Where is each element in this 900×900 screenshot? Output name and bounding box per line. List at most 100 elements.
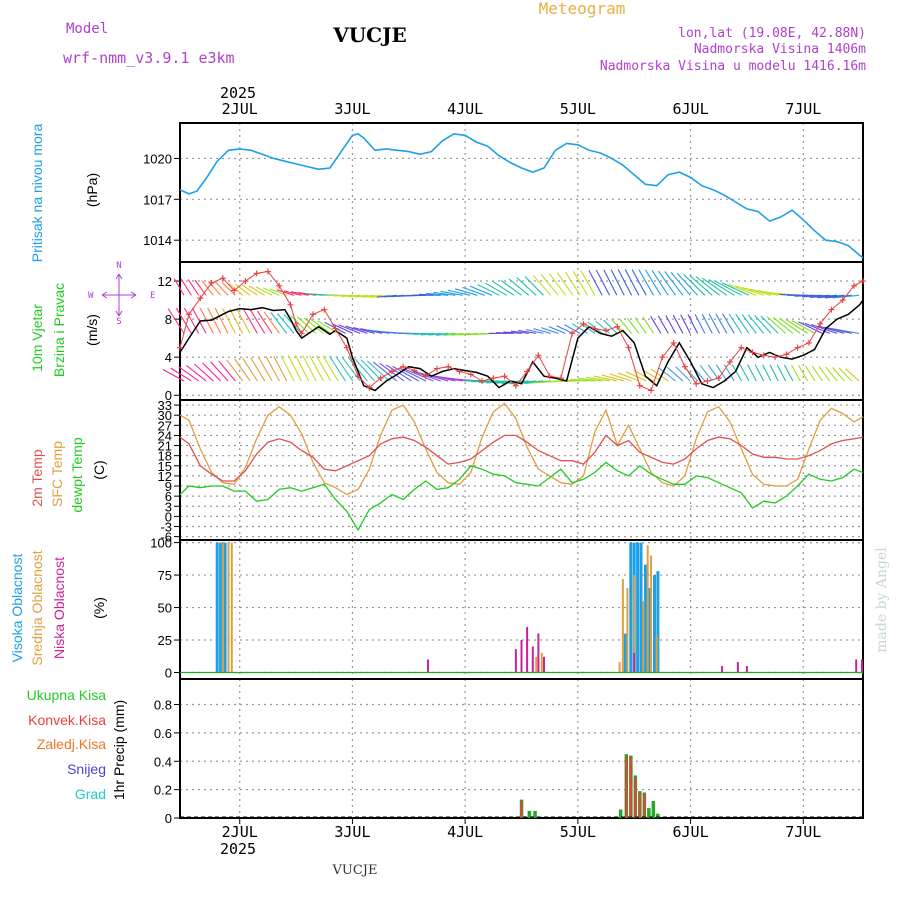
gust-marker (693, 380, 700, 387)
y-tick-label: 30 (158, 408, 172, 423)
wind-barb (845, 368, 860, 382)
wind-sublabel: Brzina i Pravac (51, 283, 67, 377)
wind-barb (624, 269, 640, 296)
mid-cloud-bar (535, 656, 538, 673)
gust-marker (231, 287, 238, 294)
wind-barb (290, 291, 309, 296)
wind-label: 10m Vjetar (29, 304, 45, 372)
wind-barb (331, 323, 353, 334)
wind-barb (283, 290, 302, 296)
gust-marker (738, 344, 745, 351)
wind-barb (162, 369, 185, 382)
wind-barb (257, 356, 273, 382)
gust-marker (433, 365, 440, 372)
y-tick-label: 21 (158, 439, 172, 454)
wind-barb (747, 364, 757, 382)
wind-barb (229, 308, 244, 334)
gust-marker (603, 327, 610, 334)
wind-barb (194, 363, 214, 382)
wind-barb (650, 368, 669, 382)
mid-cloud-bar (633, 575, 636, 673)
high-cloud-label: Visoka Oblacnost (9, 554, 25, 663)
sfc-label: SFC Temp (49, 441, 65, 507)
wind-barb (187, 279, 200, 296)
low-cloud-bar (531, 646, 534, 673)
gust-marker (715, 375, 722, 382)
gust-marker (704, 377, 711, 384)
wind-barb (762, 364, 772, 382)
high-cloud-bar (215, 542, 219, 673)
gust-marker (309, 311, 316, 318)
wind-barb (273, 355, 288, 382)
conv-precip-bar (638, 792, 641, 818)
wind-barb (625, 371, 647, 382)
wind-barb (191, 307, 207, 334)
wind-barb (348, 294, 368, 298)
day-label-bottom: 5JUL (560, 823, 596, 841)
gust-marker (197, 295, 204, 302)
wind-barb (564, 271, 581, 296)
meteogram-title: Meteogram (539, 0, 626, 18)
wind-barb (214, 307, 229, 334)
total-precip-bar (527, 810, 532, 818)
wind-barb (642, 369, 662, 382)
wind-barb (234, 358, 251, 382)
wind-barb (420, 332, 441, 336)
compass-west: W (88, 291, 94, 301)
precip-unit: 1hr Precip (mm) (111, 700, 127, 800)
y-tick-label: 4 (165, 350, 172, 365)
low-cloud-bar (745, 666, 748, 673)
wind-barb (218, 360, 236, 382)
y-tick-label: 18 (158, 449, 172, 464)
legend-conv-precip: Konvek.Kisa (28, 712, 106, 728)
wind-barb (766, 316, 786, 334)
low-cloud-bar (526, 627, 529, 673)
wind-barb (345, 325, 368, 334)
wind-barb (603, 269, 618, 296)
y-tick-label: 15 (158, 459, 172, 474)
wind-barb (210, 361, 229, 382)
wind-barb (355, 294, 375, 298)
wind-barb (741, 314, 757, 334)
wind-barb (642, 316, 655, 334)
wind-barb (426, 292, 449, 296)
gust-marker (524, 368, 531, 375)
wind-barb (791, 320, 816, 334)
wind-barb (170, 367, 192, 382)
gust-marker (343, 344, 350, 351)
y-tick-label: 33 (158, 398, 172, 413)
gust-marker (783, 351, 790, 358)
wind-barb (588, 270, 603, 296)
low-cloud-bar (520, 640, 523, 673)
pressure-panel: 1020 1017 1014 (143, 122, 864, 263)
total-precip-bar (618, 809, 623, 818)
mid-cloud-bar (227, 542, 230, 673)
wind-barb (824, 294, 852, 299)
y-tick-label: 100 (150, 536, 172, 551)
wind-barb (798, 321, 823, 334)
wind-barb (310, 318, 332, 334)
legend-total-precip: Ukupna Kisa (27, 687, 107, 703)
wind-barb (817, 294, 845, 299)
wind-barb (754, 314, 772, 334)
model-name: wrf-nmm_v3.9.1 e3km (63, 49, 235, 67)
dew-label: dewpt Temp (69, 437, 85, 512)
model-label: Model (66, 21, 108, 37)
wind-barb (617, 372, 640, 382)
model-elevation-label: Nadmorska Visina u modelu 1416.16m (600, 59, 866, 74)
wind-barb (728, 313, 743, 334)
wind-barb (256, 310, 273, 334)
wind-barb (702, 277, 728, 296)
wind-unit: (m/s) (84, 314, 100, 346)
wind-barb (341, 294, 361, 298)
wind-barb (263, 311, 280, 334)
wind-barb (556, 272, 574, 296)
wind-barb (735, 313, 750, 334)
high-cloud-bar (636, 542, 640, 673)
wind-barb (694, 313, 706, 334)
day-label-bottom: 6JUL (672, 823, 708, 841)
wind-barb (802, 294, 830, 298)
mid-cloud-label: Srednja Oblacnost (29, 550, 45, 665)
precip-panel: 0.8 0.6 0.4 0.2 0 (154, 678, 864, 826)
wind-barb (657, 270, 677, 296)
